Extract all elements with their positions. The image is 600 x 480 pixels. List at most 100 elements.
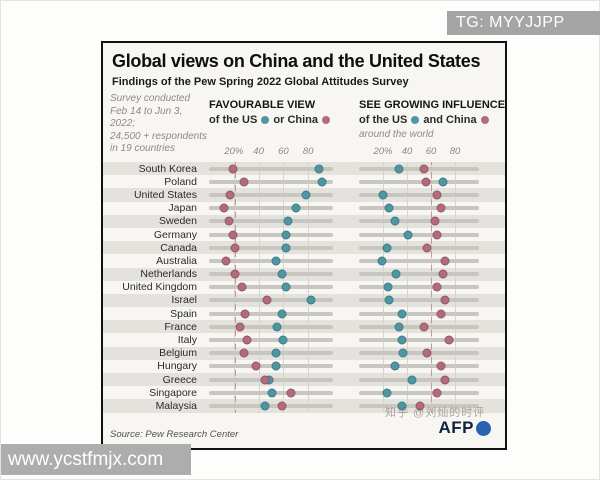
range-bar bbox=[209, 206, 333, 211]
country-row: South Korea bbox=[103, 162, 505, 176]
country-row: Canada bbox=[103, 241, 505, 255]
dot-us-united-states bbox=[378, 190, 388, 200]
favourable-track bbox=[209, 293, 333, 308]
influence-track bbox=[359, 227, 479, 242]
dot-us-spain bbox=[397, 309, 407, 319]
dot-us-france bbox=[394, 322, 404, 332]
dot-us-netherlands bbox=[391, 269, 401, 279]
dot-us-singapore bbox=[382, 388, 392, 398]
influence-track bbox=[359, 346, 479, 360]
dot-us-sweden bbox=[390, 216, 400, 226]
range-bar bbox=[209, 272, 333, 277]
dot-china-south-korea bbox=[228, 164, 238, 174]
influence-track bbox=[359, 214, 479, 228]
country-row: United Kingdom bbox=[103, 280, 505, 294]
dot-us-poland bbox=[317, 177, 327, 187]
dot-china-canada bbox=[230, 243, 240, 253]
dot-china-japan bbox=[436, 203, 446, 213]
dot-us-singapore bbox=[267, 388, 277, 398]
country-row: Singapore bbox=[103, 386, 505, 400]
range-bar bbox=[359, 311, 479, 316]
range-bar bbox=[209, 245, 333, 250]
favourable-track bbox=[209, 333, 333, 347]
dot-china-hungary bbox=[251, 361, 261, 371]
dot-us-japan bbox=[291, 203, 301, 213]
country-row: Italy bbox=[103, 333, 505, 347]
dot-china-netherlands bbox=[438, 269, 448, 279]
dot-us-south-korea bbox=[314, 164, 324, 174]
range-bar bbox=[209, 232, 333, 237]
dot-china-singapore bbox=[286, 388, 296, 398]
country-row: France bbox=[103, 320, 505, 334]
telegram-badge: TG: MYYJJPP bbox=[447, 11, 600, 35]
chart-panel: Global views on China and the United Sta… bbox=[101, 41, 507, 450]
dot-us-malaysia bbox=[397, 401, 407, 411]
dot-us-united-states bbox=[301, 190, 311, 200]
range-bar bbox=[209, 364, 333, 369]
country-label: Sweden bbox=[159, 215, 197, 228]
influence-track bbox=[359, 399, 479, 413]
dot-china-germany bbox=[432, 230, 442, 240]
dot-china-united-states bbox=[432, 190, 442, 200]
tick-label: 60 bbox=[425, 146, 437, 157]
range-bar bbox=[209, 351, 333, 356]
favourable-track bbox=[209, 214, 333, 228]
range-bar bbox=[359, 179, 479, 184]
dot-china-hungary bbox=[436, 361, 446, 371]
dot-us-sweden bbox=[283, 216, 293, 226]
favourable-track bbox=[209, 162, 333, 176]
source-credit: Source: Pew Research Center bbox=[110, 429, 239, 440]
dot-us-south-korea bbox=[394, 164, 404, 174]
axis-ticks-row: 20% 40 60 80 20% 40 60 80 bbox=[103, 146, 505, 158]
country-label: Greece bbox=[162, 373, 197, 386]
legend-us-label: of the US bbox=[359, 114, 408, 126]
dot-china-italy bbox=[444, 335, 454, 345]
dot-us-canada bbox=[281, 243, 291, 253]
china-legend-dot-icon bbox=[322, 116, 331, 124]
range-bar bbox=[209, 166, 333, 171]
tick-label: 40 bbox=[401, 146, 413, 157]
country-row: Hungary bbox=[103, 359, 505, 373]
country-row: United States bbox=[103, 188, 505, 202]
dot-china-canada bbox=[422, 243, 432, 253]
chart-subtitle: Findings of the Pew Spring 2022 Global A… bbox=[112, 76, 409, 88]
us-legend-dot-icon bbox=[261, 116, 270, 124]
dot-us-israel bbox=[384, 295, 394, 305]
dot-china-israel bbox=[262, 295, 272, 305]
url-watermark: www.ycstfmjx.com bbox=[1, 444, 191, 475]
favourable-track bbox=[209, 359, 333, 373]
influence-track bbox=[359, 359, 479, 373]
favourable-track bbox=[209, 254, 333, 268]
country-label: Malaysia bbox=[155, 399, 197, 412]
dot-china-south-korea bbox=[419, 164, 429, 174]
dot-us-belgium bbox=[398, 348, 408, 358]
country-label: Belgium bbox=[159, 347, 197, 360]
range-bar bbox=[359, 377, 479, 382]
dot-us-hungary bbox=[271, 361, 281, 371]
zhihu-watermark: 知乎 @刘灿的时评 bbox=[385, 407, 486, 419]
dot-us-canada bbox=[382, 243, 392, 253]
dot-us-australia bbox=[377, 256, 387, 266]
country-label: Italy bbox=[177, 334, 197, 347]
dot-china-israel bbox=[440, 295, 450, 305]
tick-label: 20% bbox=[373, 146, 393, 157]
tick-label: 20% bbox=[224, 146, 244, 157]
legend-sublabel: around the world bbox=[359, 129, 434, 140]
dot-us-italy bbox=[278, 335, 288, 345]
influence-track bbox=[359, 188, 479, 202]
range-bar bbox=[359, 206, 479, 211]
dot-china-united-kingdom bbox=[237, 282, 247, 292]
afp-logo-text: AFP bbox=[438, 418, 474, 437]
dot-us-italy bbox=[397, 335, 407, 345]
afp-globe-icon bbox=[476, 420, 491, 436]
favourable-track bbox=[209, 399, 333, 413]
dot-us-netherlands bbox=[277, 269, 287, 279]
dot-us-poland bbox=[438, 177, 448, 187]
legend-us-label: of the US bbox=[209, 114, 258, 126]
dot-china-japan bbox=[219, 203, 229, 213]
dot-china-australia bbox=[221, 256, 231, 266]
dot-us-germany bbox=[403, 230, 413, 240]
dot-china-netherlands bbox=[230, 269, 240, 279]
country-row: Australia bbox=[103, 254, 505, 268]
dot-china-germany bbox=[228, 230, 238, 240]
